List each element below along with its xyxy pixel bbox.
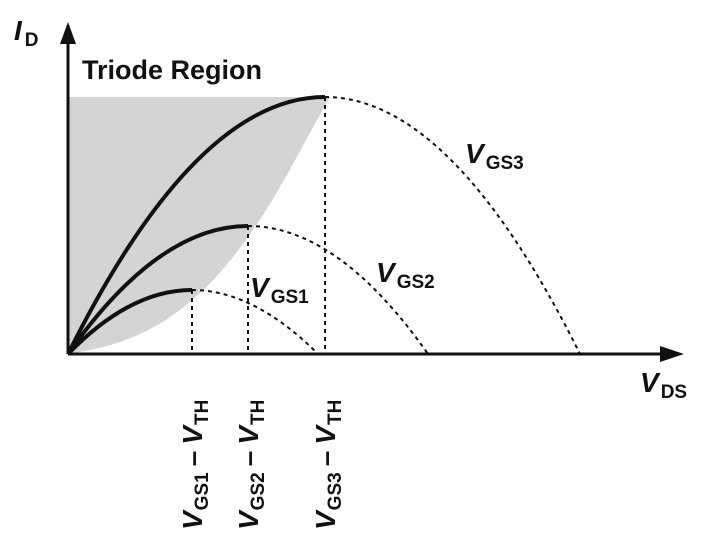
tick1-th: TH <box>192 400 213 425</box>
curve-label-vgs3-symbol: V <box>465 138 486 169</box>
curve-vgs1-triode <box>66 288 193 356</box>
curve-vgs3-triode <box>66 95 326 355</box>
curve-label-vgs1-symbol: V <box>250 272 271 303</box>
x-axis-arrow <box>660 346 684 362</box>
curve-label-vgs1-subscript: GS1 <box>271 287 309 308</box>
y-axis-arrow <box>60 22 76 44</box>
x-axis-subscript: DS <box>661 382 687 403</box>
tick-label-vgs3-vth: VGS3–VTH <box>310 400 346 530</box>
y-axis-subscript: D <box>25 30 39 51</box>
curve-label-vgs2: V GS2 <box>376 257 435 293</box>
curve-vgs2-triode <box>66 224 249 356</box>
x-axis-label: V DS <box>640 367 687 403</box>
curve-vgs3-dashed <box>324 96 581 355</box>
curve-vgs1-dashed <box>191 289 319 355</box>
tick2-v: V <box>233 509 264 530</box>
curve-label-vgs2-subscript: GS2 <box>397 272 435 293</box>
curve-label-vgs2-symbol: V <box>376 257 397 288</box>
triode-region-shading <box>68 97 330 354</box>
tick2-vth: V <box>233 424 264 445</box>
tick3-v: V <box>310 509 341 530</box>
tick1-gs: GS1 <box>192 472 213 510</box>
tick-label-vgs1-vth: VGS1–VTH <box>177 400 213 530</box>
triode-region-label: Triode Region <box>82 55 262 85</box>
curve-label-vgs3-subscript: GS3 <box>486 153 524 174</box>
curve-label-vgs1: V GS1 <box>250 272 309 308</box>
tick2-th: TH <box>248 400 269 425</box>
tick3-dash: – <box>310 451 341 467</box>
tick1-dash: – <box>177 451 208 467</box>
curve-label-vgs3: V GS3 <box>465 138 524 174</box>
x-axis-symbol: V <box>640 367 661 398</box>
tick2-gs: GS2 <box>248 472 269 510</box>
tick3-th: TH <box>325 400 346 425</box>
tick3-gs: GS3 <box>325 472 346 510</box>
tick2-dash: – <box>233 451 264 467</box>
tick1-vth: V <box>177 424 208 445</box>
curve-vgs2-dashed <box>247 225 429 355</box>
tick-label-vgs2-vth: VGS2–VTH <box>233 400 269 530</box>
tick1-v: V <box>177 509 208 530</box>
y-axis-symbol: I <box>14 15 23 46</box>
tick3-vth: V <box>310 424 341 445</box>
